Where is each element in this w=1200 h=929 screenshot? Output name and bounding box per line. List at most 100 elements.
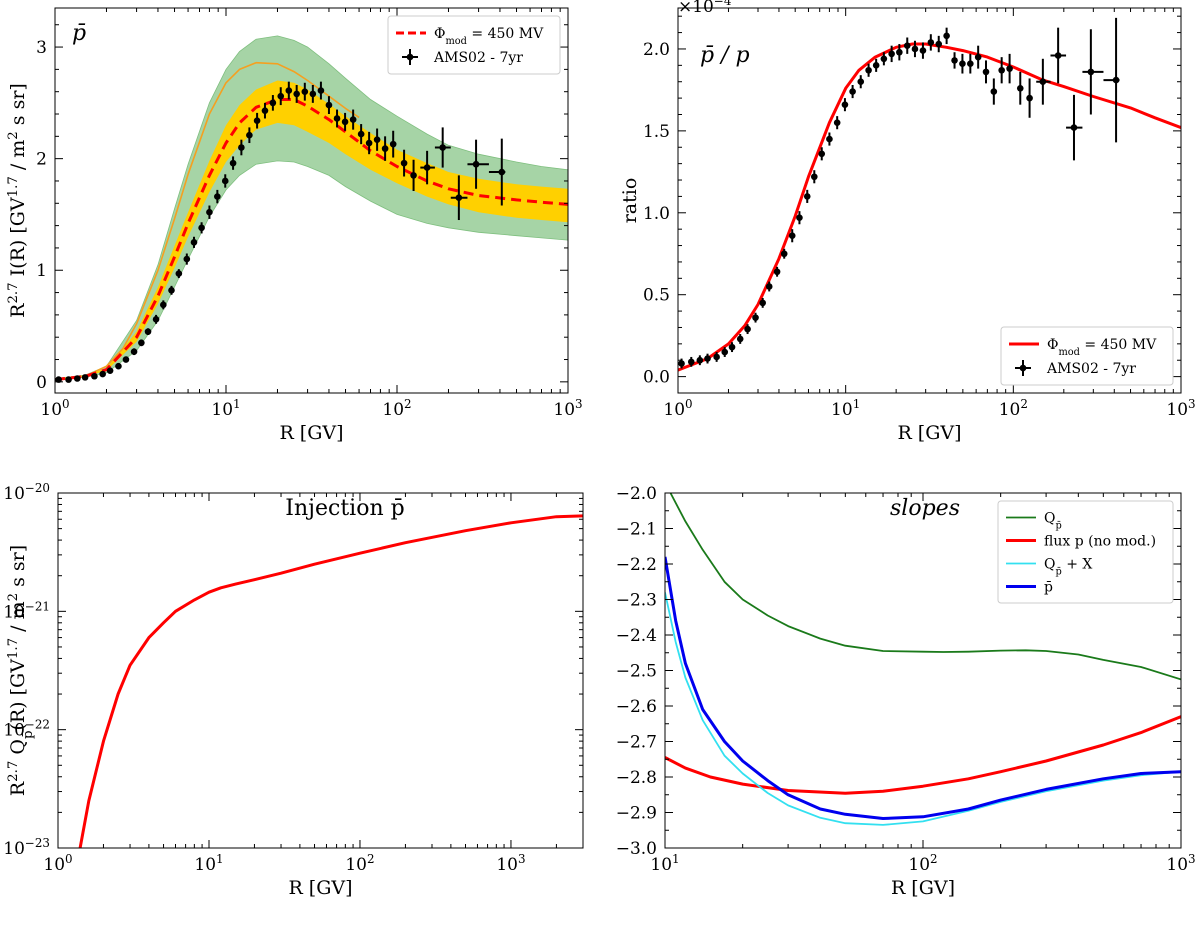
- marker: [455, 194, 463, 202]
- marker: [365, 139, 373, 147]
- chart-title: p̄: [72, 21, 86, 46]
- marker: [106, 367, 114, 374]
- marker: [736, 335, 744, 343]
- marker: [919, 47, 927, 54]
- marker: [896, 48, 903, 56]
- marker: [1112, 76, 1120, 84]
- data-point: [269, 95, 277, 111]
- data-point: [381, 136, 389, 161]
- legend-box: [997, 500, 1174, 604]
- data-point: [317, 81, 325, 100]
- marker: [341, 118, 349, 126]
- marker: [277, 92, 285, 100]
- marker: [160, 301, 167, 309]
- data-point: [765, 281, 773, 292]
- marker: [990, 88, 998, 95]
- marker: [788, 232, 796, 240]
- marker: [498, 168, 506, 176]
- chart-p2: 100 101 102 103 0.0 0.5 1.0 1.5 2.0 R [GV] ratio ×1…: [619, 0, 1196, 444]
- y-tick-label: 0.0: [643, 368, 670, 388]
- series-line: [55, 98, 568, 382]
- marker: [880, 55, 888, 63]
- marker: [704, 355, 711, 362]
- data-point: [982, 60, 990, 84]
- marker: [190, 239, 198, 246]
- x-tick-label: 103: [496, 852, 525, 875]
- marker: [1039, 78, 1047, 86]
- data-point: [238, 139, 245, 156]
- marker: [865, 66, 872, 74]
- marker: [293, 90, 300, 98]
- legend-label: Qp̄ + X: [1044, 557, 1092, 578]
- marker: [130, 348, 138, 356]
- data-point: [420, 150, 435, 185]
- marker: [168, 287, 175, 294]
- data-point: [467, 139, 489, 189]
- x-tick-label: 102: [382, 397, 411, 420]
- marker: [833, 119, 841, 126]
- data-point: [796, 211, 803, 225]
- legend-item: flux p (no mod.): [1006, 534, 1156, 550]
- data-point: [277, 87, 285, 106]
- legend-item: AMS02 - 7yr: [402, 49, 523, 66]
- marker: [400, 159, 408, 167]
- data-point: [810, 170, 818, 184]
- marker: [888, 50, 895, 58]
- data-point: [1006, 53, 1013, 84]
- data-point: [872, 58, 880, 72]
- data-point: [214, 189, 221, 204]
- marker: [144, 328, 152, 335]
- data-point: [175, 269, 183, 279]
- y-tick-label: 10−23: [3, 836, 50, 859]
- data-point: [138, 339, 145, 347]
- marker: [759, 299, 766, 307]
- data-point: [752, 312, 759, 323]
- data-point: [1066, 94, 1083, 161]
- marker: [325, 101, 333, 109]
- data-point: [91, 372, 98, 380]
- data-point: [857, 75, 865, 89]
- y-axis-label: ratio: [619, 178, 641, 224]
- marker: [389, 140, 397, 148]
- marker: [1070, 124, 1078, 131]
- y-tick-label: 1.0: [643, 204, 670, 224]
- data-point: [788, 229, 796, 243]
- data-point: [55, 376, 62, 383]
- data-point: [696, 355, 704, 366]
- data-point: [246, 127, 253, 144]
- data-point: [927, 34, 935, 51]
- legend-label: Qp̄: [1044, 511, 1062, 532]
- data-point: [728, 342, 736, 353]
- data-point: [919, 42, 927, 59]
- data-point: [115, 362, 122, 370]
- legend-item: p̄: [1006, 580, 1053, 596]
- marker: [780, 250, 788, 258]
- data-point: [81, 374, 89, 381]
- legend-box: [387, 15, 561, 75]
- marker: [943, 32, 950, 40]
- marker: [285, 87, 293, 94]
- marker: [238, 144, 245, 151]
- data-point: [998, 57, 1005, 84]
- marker: [678, 360, 685, 367]
- legend-item: Φmod = 450 MV: [1009, 337, 1157, 358]
- marker: [818, 150, 826, 158]
- data-point: [261, 102, 269, 119]
- legend: Φmod = 450 MV AMS02 - 7yr: [387, 15, 561, 75]
- marker: [122, 356, 130, 363]
- marker: [1087, 68, 1095, 76]
- data-point: [285, 81, 293, 100]
- marker: [309, 90, 317, 98]
- x-tick-label: 103: [1166, 852, 1195, 875]
- data-point: [206, 205, 213, 219]
- plot-area: [665, 493, 1181, 826]
- y-tick-label: 0: [36, 373, 47, 393]
- marker: [935, 40, 943, 48]
- data-point: [990, 78, 998, 105]
- series-line: [665, 592, 1181, 826]
- marker: [728, 343, 736, 351]
- data-point: [1082, 29, 1104, 115]
- legend-box: [1000, 326, 1174, 386]
- marker: [333, 115, 341, 122]
